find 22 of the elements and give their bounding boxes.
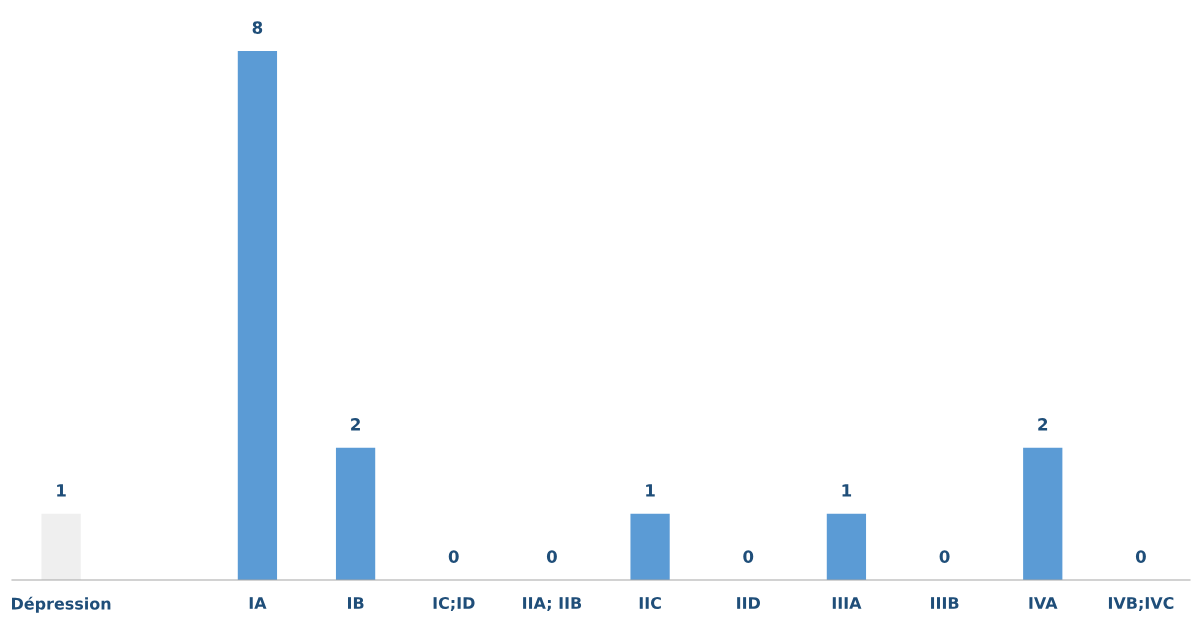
x-tick-label: Dépression — [12, 596, 111, 613]
x-tick-label: IIIA — [832, 597, 862, 609]
x-tick-label: IA — [249, 597, 267, 609]
data-label: 0 — [1135, 550, 1146, 563]
x-tick-label: IB — [347, 597, 364, 609]
x-tick-label: IC;ID — [433, 596, 475, 612]
data-label: 2 — [351, 418, 360, 431]
data-label: 1 — [646, 484, 655, 497]
data-label: 2 — [1038, 418, 1048, 431]
x-tick-label: IIA; IIB — [523, 597, 582, 612]
x-tick-label: IVB;IVC — [1108, 596, 1174, 612]
data-label: 0 — [546, 550, 557, 563]
x-tick-label: IVA — [1029, 597, 1058, 609]
x-tick-label: IID — [737, 597, 760, 609]
data-label: 0 — [448, 550, 459, 563]
x-tick-label: IIIB — [931, 597, 959, 609]
data-label: 1 — [57, 484, 66, 497]
data-label: 8 — [252, 21, 263, 34]
data-label: 1 — [842, 484, 852, 497]
data-label: 0 — [743, 550, 754, 563]
data-label: 0 — [939, 550, 950, 563]
x-tick-label: IIC — [639, 596, 661, 610]
